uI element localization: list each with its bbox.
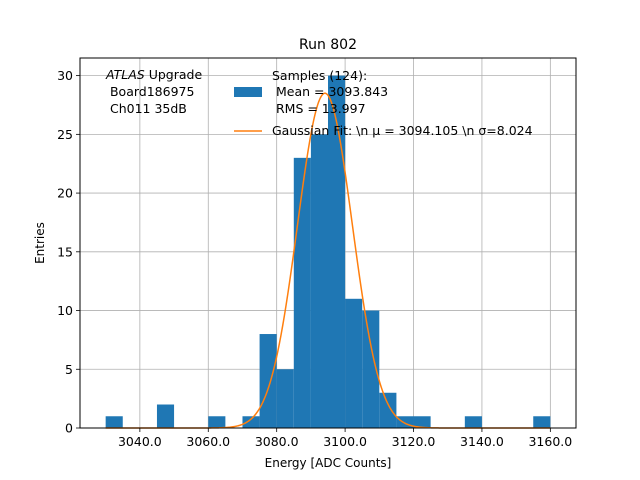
x-axis-ticks: 3040.0 3060.0 3080.0 3100.0 3120.0 3140.0 3160… — [118, 428, 572, 449]
histogram-bar-3 — [242, 416, 260, 428]
plot-area — [79, 57, 577, 429]
chart-title: Run 802 — [299, 37, 357, 53]
histogram-bar-11 — [379, 392, 397, 428]
y-tick-label-5: 25 — [57, 127, 73, 142]
annotation-line-3: Ch011 35dB — [106, 101, 187, 116]
y-axis-ticks: 0 5 10 15 20 25 30 — [57, 68, 80, 436]
histogram-bar-9 — [345, 298, 363, 428]
x-tick-label-1: 3060.0 — [186, 434, 230, 449]
x-tick-label-6: 3160.0 — [528, 434, 572, 449]
y-tick-label-0: 0 — [65, 421, 73, 436]
histogram-bar-1 — [156, 404, 175, 428]
x-tick-label-0: 3040.0 — [118, 434, 162, 449]
histogram-bar-4 — [259, 334, 277, 428]
histogram-bar-7 — [310, 134, 328, 428]
x-axis-label: Energy [ADC Counts] — [265, 456, 392, 470]
axes-frame — [79, 57, 577, 429]
legend-fit-label: Gaussian Fit: \n μ = 3094.105 \n σ=8.024 — [272, 123, 533, 138]
legend-samples-line-2: Mean = 3093.843 — [272, 84, 388, 99]
y-tick-label-2: 10 — [57, 303, 73, 318]
legend-samples-line-3: RMS = 13.997 — [272, 101, 366, 116]
histogram-bar-15 — [533, 416, 551, 428]
x-tick-label-5: 3140.0 — [460, 434, 504, 449]
legend-samples-line-1: Samples (124): — [272, 68, 367, 83]
x-tick-label-3: 3100.0 — [323, 434, 367, 449]
y-tick-label-6: 30 — [57, 68, 73, 83]
legend-swatch-samples — [234, 87, 262, 97]
legend: Samples (124): Mean = 3093.843 RMS = 13.… — [234, 68, 533, 138]
histogram-bar-2 — [208, 416, 226, 428]
histogram-bar-5 — [276, 369, 294, 428]
annotation-box: ATLAS Upgrade Board186975 Ch011 35dB — [105, 67, 202, 116]
annotation-rest: Upgrade — [149, 67, 203, 82]
annotation-line-2: Board186975 — [106, 84, 194, 99]
histogram-bar-12 — [396, 416, 414, 428]
histogram-bar-10 — [362, 310, 380, 428]
histogram-bar-14 — [464, 416, 482, 428]
annotation-line-1: ATLAS Upgrade — [105, 67, 202, 82]
y-tick-label-3: 15 — [57, 244, 73, 259]
y-axis-label: Entries — [33, 222, 47, 264]
histogram-bar-8 — [328, 75, 346, 428]
y-tick-label-4: 20 — [57, 186, 73, 201]
annotation-italic: ATLAS — [105, 67, 145, 82]
histogram-bar-0 — [105, 416, 123, 428]
y-tick-label-1: 5 — [65, 362, 73, 377]
histogram-bar-13 — [413, 416, 431, 428]
x-tick-label-4: 3120.0 — [392, 434, 436, 449]
x-tick-label-2: 3080.0 — [255, 434, 299, 449]
histogram-bar-6 — [293, 157, 311, 429]
